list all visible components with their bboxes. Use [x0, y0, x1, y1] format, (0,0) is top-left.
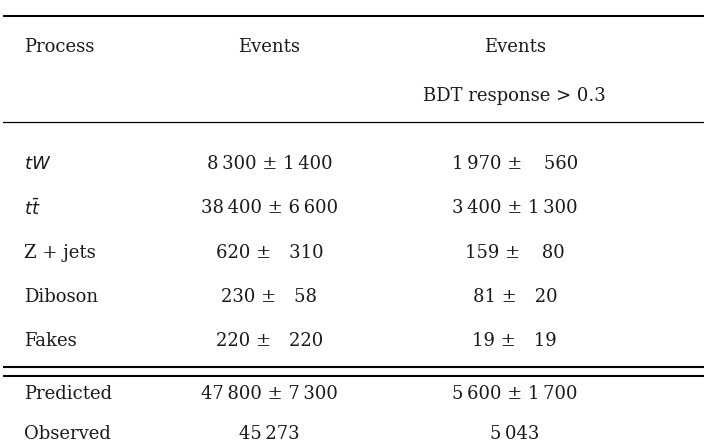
Text: $t\bar{t}$: $t\bar{t}$	[24, 198, 40, 219]
Text: 47 800 ± 7 300: 47 800 ± 7 300	[201, 385, 338, 403]
Text: 45 273: 45 273	[239, 425, 300, 443]
Text: 3 400 ± 1 300: 3 400 ± 1 300	[452, 199, 578, 217]
Text: 38 400 ± 6 600: 38 400 ± 6 600	[201, 199, 338, 217]
Text: Z + jets: Z + jets	[24, 244, 95, 262]
Text: 159 ±  80: 159 ± 80	[465, 244, 565, 262]
Text: Diboson: Diboson	[24, 288, 98, 306]
Text: Process: Process	[24, 38, 94, 56]
Text: Predicted: Predicted	[24, 385, 112, 403]
Text: 220 ± 220: 220 ± 220	[216, 332, 323, 350]
Text: 230 ± 58: 230 ± 58	[221, 288, 317, 306]
Text: 5 043: 5 043	[490, 425, 539, 443]
Text: 5 600 ± 1 700: 5 600 ± 1 700	[452, 385, 578, 403]
Text: 8 300 ± 1 400: 8 300 ± 1 400	[206, 155, 332, 173]
Text: $tW$: $tW$	[24, 155, 51, 173]
Text: Observed: Observed	[24, 425, 111, 443]
Text: 81 ± 20: 81 ± 20	[472, 288, 557, 306]
Text: Events: Events	[238, 38, 300, 56]
Text: 19 ± 19: 19 ± 19	[472, 332, 557, 350]
Text: Events: Events	[484, 38, 546, 56]
Text: Fakes: Fakes	[24, 332, 76, 350]
Text: 620 ± 310: 620 ± 310	[216, 244, 323, 262]
Text: 1 970 ±  560: 1 970 ± 560	[452, 155, 578, 173]
Text: BDT response > 0.3: BDT response > 0.3	[423, 86, 606, 105]
